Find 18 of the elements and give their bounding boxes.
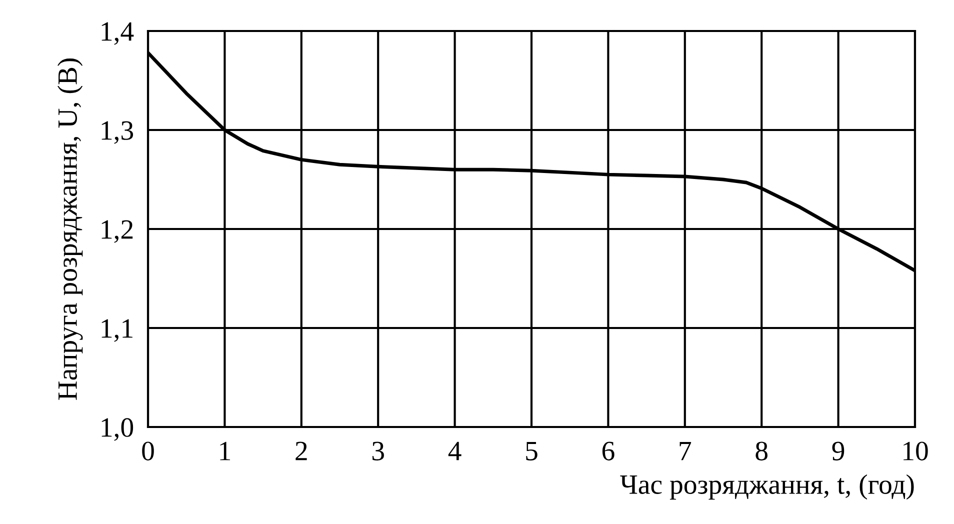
y-tick-label: 1,1 <box>102 319 132 342</box>
x-tick-label: 3 <box>372 442 384 460</box>
x-tick-label: 10 <box>904 442 928 460</box>
x-tick-label: 5 <box>526 442 538 460</box>
y-axis-title: Напруга розряджання, U, (В) <box>57 58 83 400</box>
y-tick-label: 1,3 <box>102 121 134 144</box>
x-tick-label: 8 <box>756 442 768 460</box>
x-tick-label: 1 <box>220 442 230 460</box>
x-tick-label: 4 <box>448 442 462 460</box>
x-tick-label: 9 <box>832 442 844 460</box>
y-tick-label: 1,4 <box>102 22 134 45</box>
y-tick-label: 1,2 <box>102 220 133 243</box>
y-tick-label: 1,0 <box>102 418 134 441</box>
x-tick-label: 7 <box>680 442 692 460</box>
x-tick-label: 0 <box>142 442 154 460</box>
x-axis-title: Час розряджання, t, (год) <box>620 474 914 500</box>
x-tick-label: 2 <box>296 442 307 460</box>
x-tick-label: 6 <box>602 442 614 460</box>
